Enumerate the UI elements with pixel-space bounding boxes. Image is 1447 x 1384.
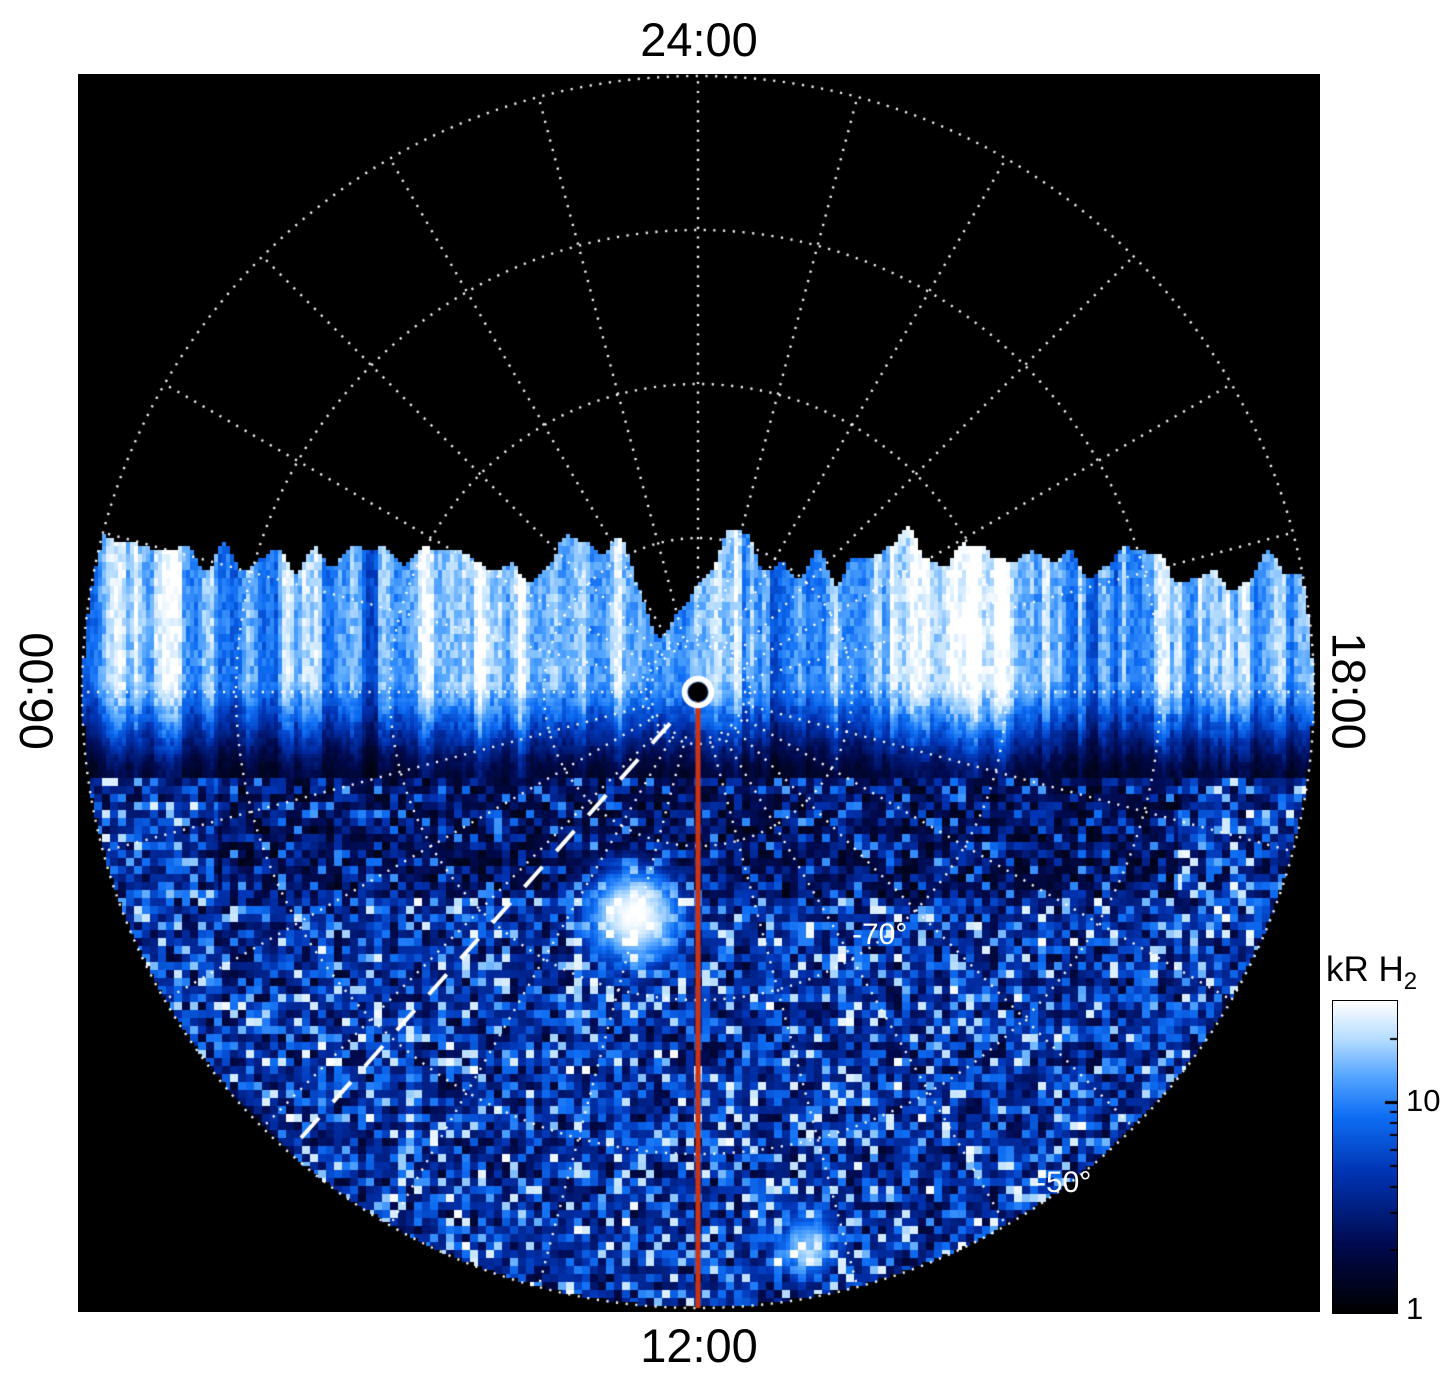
colorbar-tick-10: 10 — [1406, 1083, 1441, 1118]
time-label-1200: 12:00 — [640, 1319, 758, 1372]
colorbar-gradient — [1332, 1000, 1398, 1314]
time-label-2400: 24:00 — [640, 13, 758, 66]
colorbar-tick-1: 1 — [1406, 1291, 1424, 1326]
time-label-1800: 18:00 — [1322, 632, 1376, 750]
latitude-ring-label-70: -70° — [852, 918, 908, 951]
latitude-ring-label-50: -50° — [1036, 1166, 1092, 1199]
time-label-0600: 06:00 — [9, 632, 63, 750]
colorbar-title-main: kR H — [1326, 950, 1404, 989]
colorbar-title: kR H2 — [1326, 950, 1417, 996]
polar-heatmap-canvas — [78, 74, 1320, 1312]
colorbar-title-sub: 2 — [1403, 968, 1418, 995]
